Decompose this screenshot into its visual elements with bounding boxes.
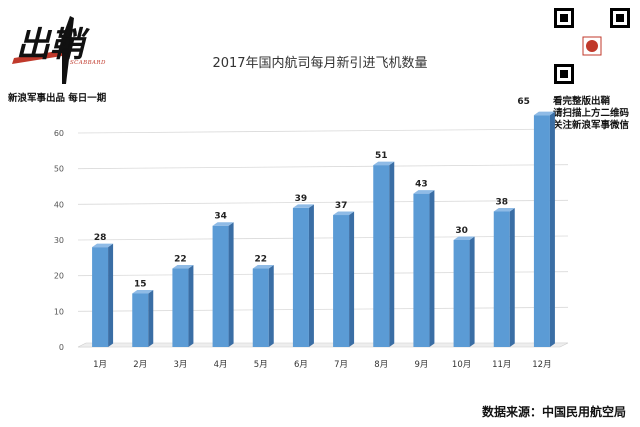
bar-side	[268, 265, 274, 347]
bar-top	[172, 265, 194, 269]
bar-side	[469, 236, 475, 347]
bar	[132, 290, 154, 347]
bar-top	[413, 190, 435, 194]
data-label: 34	[214, 212, 227, 222]
data-label: 65	[517, 97, 530, 107]
annotation-line-2: 请扫描上方二维码	[553, 108, 630, 119]
bar-front	[533, 115, 550, 348]
data-label: 43	[415, 180, 428, 190]
bar-front	[172, 268, 189, 347]
data-label: 30	[455, 226, 468, 236]
y-tick-label: 50	[54, 165, 64, 174]
x-tick-label: 2月	[133, 360, 147, 370]
x-tick-label: 7月	[334, 360, 348, 370]
gridline	[77, 128, 569, 134]
bar	[212, 222, 234, 347]
chart-floor	[77, 342, 569, 348]
bar-top	[132, 290, 154, 294]
bar-side	[148, 290, 154, 347]
bar-front	[92, 247, 109, 347]
x-tick-label: 9月	[414, 360, 428, 370]
bar-top	[252, 265, 274, 269]
y-tick-label: 60	[54, 129, 64, 138]
bar-side	[349, 211, 355, 347]
x-tick-label: 10月	[452, 360, 471, 370]
x-tick-label: 8月	[374, 360, 388, 370]
x-tick-label: 12月	[532, 360, 551, 370]
bar	[172, 265, 194, 347]
bar-top	[212, 222, 234, 226]
bar-side	[108, 243, 114, 347]
bar-front	[212, 225, 229, 347]
y-tick-label: 30	[54, 236, 64, 245]
bar-front	[453, 240, 470, 347]
logo-text: 出鞘	[16, 25, 90, 65]
y-tick-label: 40	[54, 200, 64, 209]
series-subtitle: 新浪军事出品 每日一期	[8, 93, 107, 104]
chuqiao-logo: 出鞘	[12, 16, 90, 84]
chart-title: 2017年国内航司每月新引进飞机数量	[212, 56, 428, 71]
bar	[453, 236, 475, 347]
bar-front	[413, 193, 430, 347]
bar-front	[333, 215, 350, 347]
bar-side	[308, 204, 314, 347]
bar	[252, 265, 274, 347]
x-tick-label: 4月	[214, 360, 228, 370]
y-tick-label: 10	[54, 307, 64, 316]
bar-top	[453, 236, 475, 240]
bar-top	[292, 204, 314, 208]
gridline	[77, 235, 569, 241]
x-tick-label: 3月	[173, 360, 187, 370]
data-label: 38	[495, 197, 508, 207]
data-source: 数据来源：中国民用航空局	[481, 405, 626, 419]
bar-top	[333, 211, 355, 216]
data-label: 22	[254, 255, 267, 265]
bar-side	[389, 161, 395, 347]
bar-side	[188, 265, 194, 347]
bar	[92, 243, 114, 347]
qr-code	[552, 6, 632, 86]
x-tick-label: 1月	[93, 360, 107, 370]
x-tick-label: 11月	[492, 360, 511, 370]
bar-front	[132, 293, 149, 347]
annotation-line-3: 关注新浪军事微信	[553, 120, 630, 131]
bar-front	[493, 211, 510, 347]
annotation-line-1: 看完整版出鞘	[553, 96, 611, 107]
bar	[493, 207, 515, 347]
data-label: 15	[134, 280, 147, 290]
gridline	[77, 271, 569, 277]
bar-front	[252, 268, 269, 347]
qr-annotation: 看完整版出鞘 请扫描上方二维码 关注新浪军事微信	[553, 96, 629, 132]
bar-top	[533, 111, 555, 116]
bar-top	[92, 243, 114, 248]
bar-side	[549, 111, 555, 348]
x-tick-label: 6月	[294, 360, 308, 370]
bar-front	[292, 207, 309, 347]
data-label: 22	[174, 255, 187, 265]
data-label: 51	[375, 151, 388, 161]
bar	[373, 161, 395, 347]
bar	[292, 204, 314, 347]
bar-front	[373, 165, 390, 347]
gridline	[77, 164, 569, 170]
bar-side	[429, 190, 435, 347]
x-tick-label: 5月	[254, 360, 268, 370]
bar-top	[493, 207, 515, 212]
data-label: 28	[94, 233, 107, 243]
data-label: 39	[295, 194, 308, 204]
data-label: 37	[335, 201, 348, 211]
bar	[333, 211, 355, 347]
gridline	[77, 199, 569, 205]
bar-side	[509, 207, 515, 347]
y-tick-label: 0	[59, 343, 64, 352]
bar	[533, 111, 555, 348]
bar	[413, 190, 435, 347]
gridline	[77, 306, 569, 312]
bar-top	[373, 161, 395, 166]
bar-side	[228, 222, 234, 347]
y-tick-label: 20	[54, 272, 64, 281]
logo-subtext: SCABBARD	[70, 60, 106, 66]
